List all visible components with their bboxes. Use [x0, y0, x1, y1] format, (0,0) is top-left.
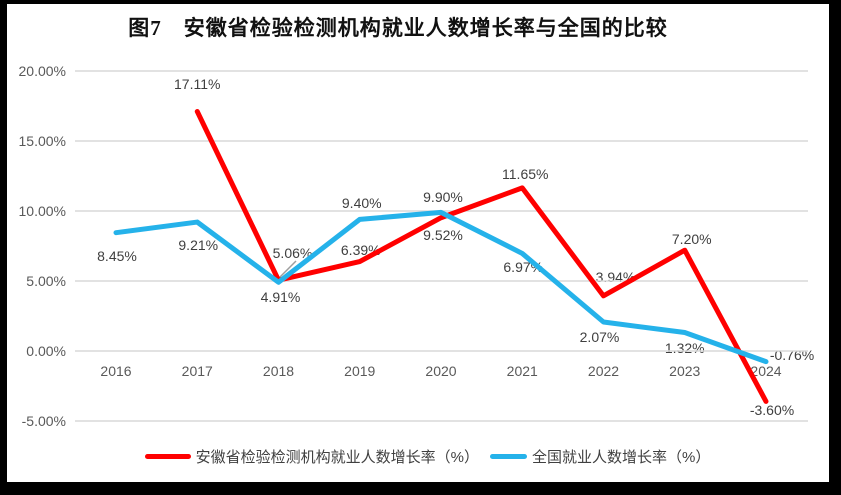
- y-axis-tick: 20.00%: [18, 63, 66, 79]
- data-label: 9.40%: [341, 195, 382, 212]
- legend: 安徽省检验检测机构就业人数增长率（%） 全国就业人数增长率（%）: [14, 445, 841, 467]
- legend-swatch-anhui-line: [144, 453, 191, 459]
- x-axis-tick: 2024: [750, 363, 782, 379]
- data-label: 6.97%: [503, 259, 544, 276]
- y-axis-tick: 5.00%: [26, 273, 66, 289]
- data-label: 9.52%: [423, 226, 463, 243]
- data-label: 2.07%: [579, 329, 620, 346]
- legend-label-anhui: 安徽省检验检测机构就业人数增长率（%）: [195, 448, 479, 466]
- y-axis-tick: 0.00%: [26, 343, 66, 359]
- x-axis-tick: 2022: [587, 363, 620, 379]
- y-axis-tick: -5.00%: [21, 413, 66, 429]
- data-label: 17.11%: [174, 76, 221, 93]
- data-label: -0.76%: [769, 346, 815, 363]
- data-label: 6.39%: [340, 241, 381, 258]
- legend-swatch-national-line: [490, 453, 527, 459]
- x-axis-tick: 2021: [506, 363, 538, 379]
- y-axis-tick: 10.00%: [18, 203, 66, 219]
- data-label: -3.60%: [749, 402, 795, 419]
- x-axis-tick: 2017: [181, 363, 213, 379]
- data-label: 8.45%: [97, 247, 137, 264]
- data-label: 1.32%: [664, 339, 705, 356]
- x-axis-tick: 2023: [669, 363, 701, 379]
- x-axis-tick: 2020: [425, 363, 457, 379]
- chart-title: 图7 安徽省检验检测机构就业人数增长率与全国的比较: [128, 16, 668, 40]
- legend-label-national: 全国就业人数增长率（%）: [532, 448, 711, 466]
- data-label: 4.91%: [260, 289, 301, 306]
- data-label: 5.06%: [272, 245, 313, 262]
- x-axis-tick: 2018: [262, 363, 295, 379]
- data-label: 9.90%: [423, 189, 463, 206]
- data-label: 7.20%: [671, 231, 712, 248]
- x-axis-tick: 2016: [100, 363, 132, 379]
- data-label: 11.65%: [502, 165, 549, 182]
- y-axis-tick: 15.00%: [18, 133, 66, 149]
- data-label: 9.21%: [178, 237, 219, 254]
- data-label: 3.94%: [595, 268, 636, 285]
- x-axis-tick: 2019: [344, 363, 376, 379]
